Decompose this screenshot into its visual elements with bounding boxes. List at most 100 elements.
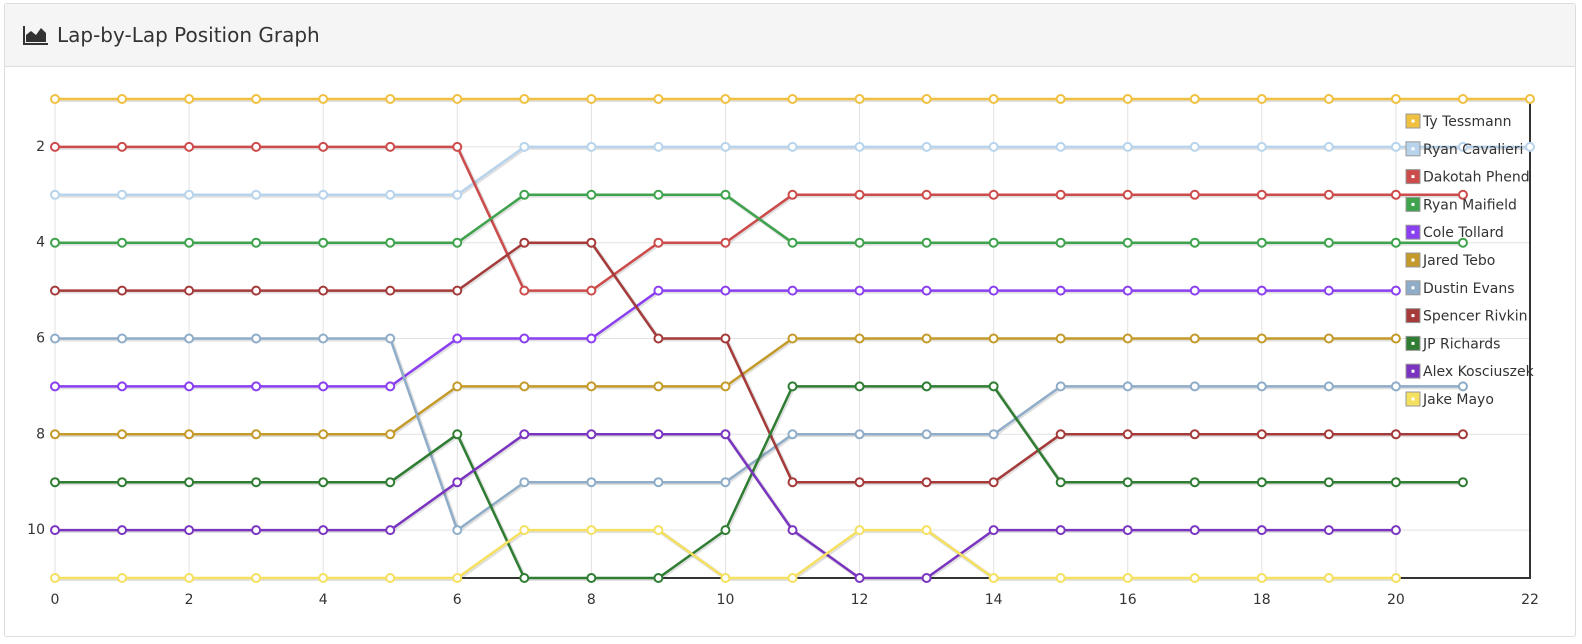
- y-tick-label: 2: [36, 139, 45, 155]
- legend-swatch-dot: [1411, 369, 1415, 373]
- point: [1055, 333, 1066, 344]
- point: [921, 94, 932, 104]
- point: [720, 94, 731, 104]
- point: [50, 333, 60, 344]
- point: [921, 381, 932, 392]
- point: [318, 573, 329, 583]
- point: [653, 429, 664, 440]
- x-tick-label: 6: [453, 592, 462, 608]
- point: [1390, 477, 1401, 488]
- point: [653, 477, 664, 488]
- legend-label: Spencer Rivkin: [1423, 309, 1528, 325]
- point: [117, 477, 128, 488]
- point: [787, 285, 798, 296]
- legend-swatch-dot: [1411, 119, 1415, 123]
- point: [1323, 525, 1334, 536]
- point: [318, 189, 329, 200]
- series-shadow: [56, 529, 1397, 581]
- point: [720, 525, 731, 536]
- point: [787, 333, 798, 344]
- point: [1256, 525, 1267, 536]
- point: [519, 333, 530, 344]
- point: [653, 189, 664, 200]
- point: [787, 477, 798, 488]
- legend-label: JP Richards: [1422, 336, 1500, 352]
- panel: Lap-by-Lap Position Graph: [4, 3, 1576, 637]
- point: [1122, 141, 1133, 152]
- point: [184, 573, 195, 583]
- point: [184, 525, 195, 536]
- legend-label: Ryan Maifield: [1423, 197, 1517, 213]
- legend-swatch-dot: [1411, 230, 1415, 234]
- point: [1122, 237, 1133, 248]
- point: [854, 573, 865, 583]
- point: [117, 141, 128, 152]
- point: [988, 94, 999, 104]
- point: [1390, 573, 1401, 583]
- point: [1189, 141, 1200, 152]
- point: [854, 477, 865, 488]
- point: [1055, 141, 1066, 152]
- point: [1390, 141, 1401, 152]
- point: [921, 189, 932, 200]
- point: [1256, 381, 1267, 392]
- point: [1189, 573, 1200, 583]
- point: [251, 285, 262, 296]
- point: [787, 429, 798, 440]
- chart-title: Lap-by-Lap Position Graph: [57, 23, 320, 47]
- point: [1457, 381, 1468, 392]
- point: [50, 237, 60, 248]
- point: [1457, 141, 1468, 152]
- point: [653, 237, 664, 248]
- point: [452, 477, 463, 488]
- y-tick-label: 10: [27, 522, 45, 538]
- point: [1390, 285, 1401, 296]
- point: [1323, 94, 1334, 104]
- point: [184, 189, 195, 200]
- point: [184, 141, 195, 152]
- point: [184, 429, 195, 440]
- point: [787, 573, 798, 583]
- point: [1525, 94, 1535, 104]
- point: [385, 285, 396, 296]
- point: [519, 237, 530, 248]
- point: [1390, 189, 1401, 200]
- point: [50, 573, 60, 583]
- point: [452, 94, 463, 104]
- point: [1457, 237, 1468, 248]
- point: [318, 94, 329, 104]
- point: [1323, 141, 1334, 152]
- point: [1390, 381, 1401, 392]
- point: [988, 429, 999, 440]
- point: [452, 429, 463, 440]
- point: [1055, 477, 1066, 488]
- point: [50, 477, 60, 488]
- point: [586, 237, 597, 248]
- point: [1457, 94, 1468, 104]
- point: [921, 525, 932, 536]
- point: [117, 333, 128, 344]
- point: [251, 189, 262, 200]
- point: [720, 477, 731, 488]
- point: [720, 429, 731, 440]
- point: [921, 285, 932, 296]
- point: [452, 573, 463, 583]
- point: [1323, 333, 1334, 344]
- point: [586, 573, 597, 583]
- point: [854, 525, 865, 536]
- point: [452, 285, 463, 296]
- point: [1055, 94, 1066, 104]
- point: [720, 237, 731, 248]
- x-tick-label: 10: [717, 592, 735, 608]
- point: [184, 94, 195, 104]
- point: [318, 141, 329, 152]
- point: [921, 429, 932, 440]
- point: [1256, 333, 1267, 344]
- series-line: [55, 145, 1530, 197]
- point: [50, 285, 60, 296]
- point: [1055, 237, 1066, 248]
- point: [1122, 573, 1133, 583]
- point: [1189, 285, 1200, 296]
- point: [586, 525, 597, 536]
- legend-label: Dustin Evans: [1423, 281, 1515, 297]
